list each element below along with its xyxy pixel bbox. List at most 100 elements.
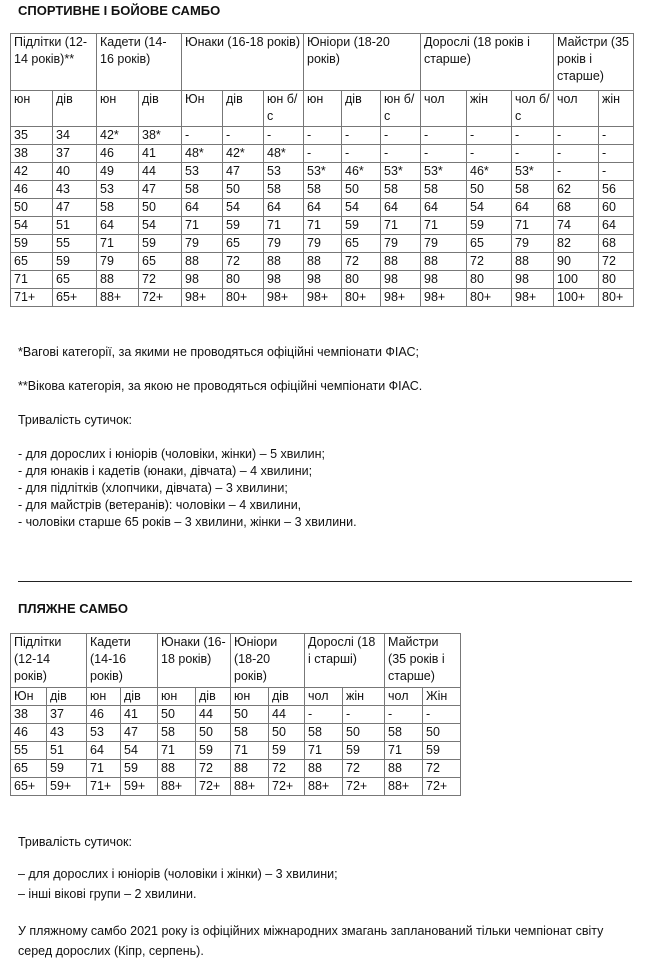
table-cell: 38* bbox=[138, 126, 183, 145]
table-cell: 44 bbox=[267, 705, 306, 724]
table-cell: 59 bbox=[120, 759, 158, 778]
group-header: Підлітки (12-14 років)** bbox=[9, 33, 98, 91]
table-cell: 58 bbox=[230, 723, 269, 742]
table-cell: 59+ bbox=[120, 777, 158, 796]
table-cell: 53 bbox=[86, 723, 121, 742]
table-cell: 100 bbox=[553, 270, 600, 289]
table-cell: 100+ bbox=[553, 288, 600, 307]
column-header: Юн bbox=[181, 90, 224, 127]
table-cell: 54 bbox=[341, 198, 382, 217]
table-cell: 71 bbox=[181, 216, 224, 235]
table-cell: 88 bbox=[384, 759, 424, 778]
table-cell: 90 bbox=[553, 252, 600, 271]
table-cell: - bbox=[380, 126, 422, 145]
table-cell: 59 bbox=[422, 741, 462, 760]
subheader-row: юн дів юн дів Юн дів юн б/с юн дів юн б/с чол жін чо… bbox=[10, 90, 635, 127]
table-cell: 80 bbox=[598, 270, 635, 289]
table-cell: 49 bbox=[96, 162, 140, 181]
table-row: 46 43 53 47 58 50 58 50 58 50 58 50 bbox=[10, 723, 462, 742]
table-cell: 60 bbox=[598, 198, 635, 217]
table-cell: 58 bbox=[157, 723, 196, 742]
beach-sambo-weight-table: Підлітки (12-14 років) Кадети (14-16 рокі… bbox=[10, 633, 462, 796]
table-cell: 50 bbox=[222, 180, 265, 199]
column-header: дів bbox=[222, 90, 265, 127]
group-header: Кадети (14-16 років) bbox=[86, 633, 158, 688]
column-header: юн bbox=[10, 90, 53, 127]
table-cell: 34 bbox=[51, 126, 98, 145]
table-cell: 88 bbox=[96, 270, 140, 289]
table-cell: 53* bbox=[380, 162, 422, 181]
group-header: Юнаки (16-18 років) bbox=[157, 633, 231, 688]
table-cell: 88+ bbox=[384, 777, 424, 796]
table-cell: 55 bbox=[10, 741, 47, 760]
table-cell: 64 bbox=[598, 216, 635, 235]
table-cell: 41 bbox=[138, 144, 183, 163]
table-cell: - bbox=[304, 705, 344, 724]
table-cell: 80+ bbox=[341, 288, 382, 307]
table-cell: 72+ bbox=[342, 777, 386, 796]
table-cell: 98+ bbox=[380, 288, 422, 307]
table-cell: 80 bbox=[466, 270, 513, 289]
table-row: 50 47 58 50 64 54 64 64 54 64 64 54 64 68 60 bbox=[10, 198, 635, 217]
table-cell: 88+ bbox=[157, 777, 196, 796]
table-cell: 59 bbox=[341, 216, 382, 235]
table-cell: 71 bbox=[263, 216, 305, 235]
table-cell: 72 bbox=[222, 252, 265, 271]
table-cell: 46* bbox=[466, 162, 513, 181]
column-header: юн б/с bbox=[380, 90, 422, 127]
table-cell: 65 bbox=[10, 252, 53, 271]
table-cell: 42 bbox=[10, 162, 53, 181]
table-cell: 59 bbox=[222, 216, 265, 235]
table-cell: - bbox=[384, 705, 424, 724]
table-cell: - bbox=[181, 126, 224, 145]
table-cell: 53 bbox=[263, 162, 305, 181]
column-header: чол б/с bbox=[511, 90, 555, 127]
table-row: 71 65 88 72 98 80 98 98 80 98 98 80 98 100 80 bbox=[10, 270, 635, 289]
table-cell: 64 bbox=[420, 198, 468, 217]
table-cell: 88 bbox=[263, 252, 305, 271]
table-cell: 72 bbox=[342, 759, 386, 778]
table-cell: 50 bbox=[138, 198, 183, 217]
table-cell: 59 bbox=[342, 741, 386, 760]
table-cell: 50 bbox=[157, 705, 196, 724]
table-cell: 59 bbox=[10, 234, 53, 253]
table-cell: 80 bbox=[222, 270, 265, 289]
table-cell: - bbox=[598, 144, 635, 163]
table-cell: 46 bbox=[96, 144, 140, 163]
table-cell: 46* bbox=[341, 162, 382, 181]
table-cell: 71 bbox=[420, 216, 468, 235]
column-header: юн bbox=[86, 687, 121, 706]
table-cell: - bbox=[598, 126, 635, 145]
group-header: Дорослі (18 і старші) bbox=[304, 633, 386, 688]
table-cell: 64 bbox=[303, 198, 343, 217]
table-cell: - bbox=[420, 126, 468, 145]
column-header: дів bbox=[51, 90, 98, 127]
table-cell: 47 bbox=[138, 180, 183, 199]
table-cell: 56 bbox=[598, 180, 635, 199]
table-row: 65 59 71 59 88 72 88 72 88 72 88 72 bbox=[10, 759, 462, 778]
beach-duration-list: – для дорослих і юніорів (чоловіки і жін… bbox=[18, 866, 338, 903]
table-cell: 42* bbox=[96, 126, 140, 145]
table-cell: 50 bbox=[195, 723, 231, 742]
table-cell: 59 bbox=[267, 741, 306, 760]
table-cell: 53* bbox=[511, 162, 555, 181]
beach-note: У пляжному самбо 2021 року із офіційних … bbox=[18, 924, 604, 958]
group-header-row: Підлітки (12-14 років) Кадети (14-16 рокі… bbox=[10, 633, 462, 688]
table-cell: 98+ bbox=[263, 288, 305, 307]
table-cell: 51 bbox=[51, 216, 98, 235]
table-cell: 72+ bbox=[267, 777, 306, 796]
table-cell: - bbox=[222, 126, 265, 145]
table-cell: 65+ bbox=[10, 777, 47, 796]
table-cell: 58 bbox=[420, 180, 468, 199]
table-cell: 54 bbox=[10, 216, 53, 235]
table-cell: 48* bbox=[263, 144, 305, 163]
group-header: Майстри (35 років і старше) bbox=[384, 633, 462, 688]
table-cell: 68 bbox=[553, 198, 600, 217]
table-cell: 50 bbox=[342, 723, 386, 742]
table-row: 38 37 46 41 48* 42* 48* - - - - - - - - bbox=[10, 144, 635, 163]
table-cell: 50 bbox=[341, 180, 382, 199]
table-cell: - bbox=[341, 126, 382, 145]
duration-item: – для дорослих і юніорів (чоловіки і жін… bbox=[18, 867, 338, 881]
duration-item: – інші вікові групи – 2 хвилини. bbox=[18, 887, 197, 901]
table-cell: 43 bbox=[51, 180, 98, 199]
